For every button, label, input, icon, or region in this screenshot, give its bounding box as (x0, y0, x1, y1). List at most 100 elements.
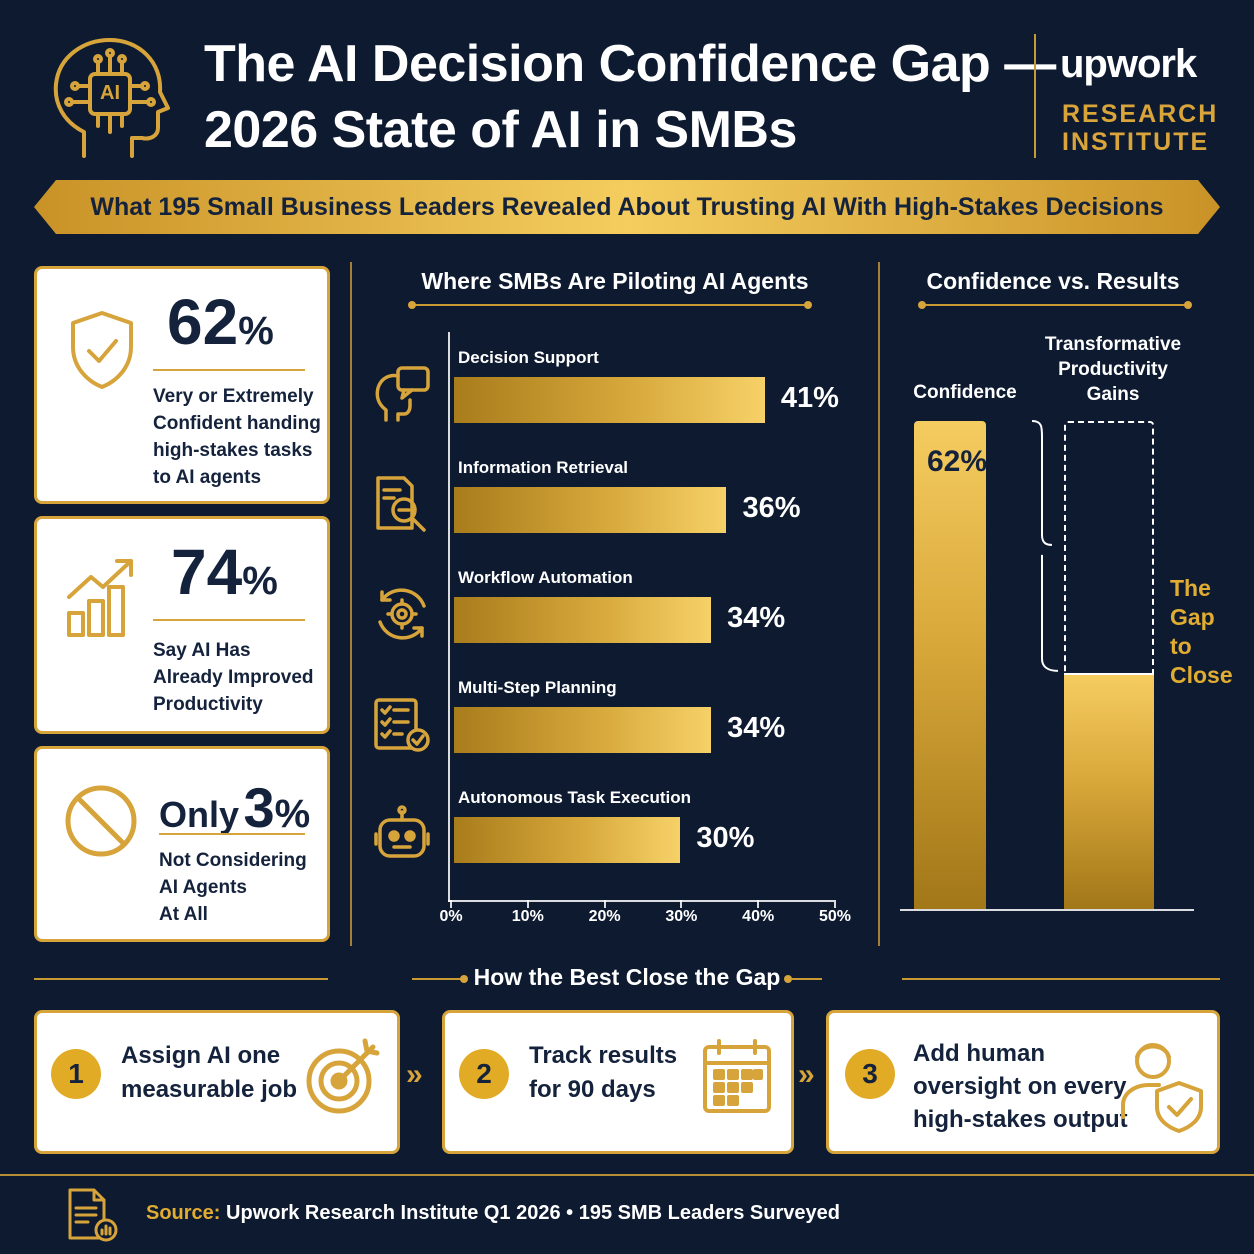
step-separator: » (798, 1058, 815, 1091)
stat-desc-line: Say AI Has (153, 640, 251, 661)
confidence-bar (914, 421, 986, 909)
stat-desc-line: Already Improved (153, 667, 314, 688)
stat-desc-line: high-stakes tasks (153, 440, 313, 461)
person-shield-icon (1119, 1033, 1209, 1138)
subtitle-ribbon: What 195 Small Business Leaders Revealed… (34, 180, 1220, 234)
title-underline (922, 304, 1188, 306)
brand-sub-institute: INSTITUTE (1062, 128, 1210, 156)
header-divider (1034, 34, 1036, 158)
head-chat-icon (372, 364, 432, 429)
step-separator: » (406, 1058, 423, 1091)
x-tick-label: 0% (439, 908, 463, 925)
target-icon (303, 1035, 385, 1122)
stat-rule (153, 369, 305, 371)
bar-chart-title: Where SMBs Are Piloting AI Agents (421, 268, 809, 294)
stat-description: Say AI Has Already Improved Productivity (153, 637, 314, 718)
bar-category-label: Workflow Automation (458, 568, 633, 587)
step-number: 2 (459, 1049, 509, 1099)
stat-card-productivity: 74% Say AI Has Already Improved Producti… (34, 516, 330, 734)
x-tick-mark (834, 900, 836, 908)
title-underline (412, 304, 808, 306)
bar-chart-section: Where SMBs Are Piloting AI Agents Decisi… (352, 262, 878, 952)
stat-number: 3 (243, 776, 275, 839)
stat-value: 62% (167, 289, 274, 364)
bar (454, 817, 681, 863)
bar-category-label: Autonomous Task Execution (458, 788, 691, 807)
step-card-3: 3 Add human oversight on every high-stak… (826, 1010, 1220, 1154)
stat-desc-line: to AI agents (153, 467, 262, 488)
stat-desc-line: Not Considering (159, 850, 307, 871)
page-title-line2: 2026 State of AI in SMBs (204, 101, 797, 159)
step-text-line: Assign AI one (121, 1042, 281, 1069)
steps-title-dot (460, 975, 468, 983)
steps-rule-right (902, 978, 1220, 980)
y-axis-line (448, 332, 450, 902)
category-label-line: Confidence (913, 382, 1017, 403)
stat-value: Only 3% (159, 775, 310, 841)
category-label-line: Transformative (1044, 334, 1182, 355)
x-tick-label: 10% (511, 908, 544, 925)
steps-title: How the Best Close the Gap (473, 964, 781, 990)
bar-plot-area: Decision Support 41% Information Retrieval… (352, 262, 878, 952)
stat-desc-line: Productivity (153, 694, 263, 715)
stat-unit: % (274, 792, 311, 836)
stat-number: 74 (171, 536, 243, 608)
footer-source: Source: Upwork Research Institute Q1 202… (146, 1202, 840, 1225)
step-card-2: 2 Track results for 90 days (442, 1010, 794, 1154)
bar (454, 377, 765, 423)
x-tick-label: 20% (588, 908, 621, 925)
step-card-1: 1 Assign AI one measurable job (34, 1010, 400, 1154)
x-tick-mark (603, 900, 606, 908)
step-text-line: for 90 days (529, 1076, 656, 1103)
stat-unit: % (238, 309, 274, 353)
stat-description: Not Considering AI Agents At All (159, 847, 307, 928)
robot-icon (372, 804, 432, 869)
gap-baseline (900, 909, 1194, 911)
stat-desc-line: Confident handing (153, 413, 321, 434)
steps-title-dash (792, 978, 822, 980)
gap-annotation-line: to (1170, 633, 1192, 659)
brand-sub-research: RESEARCH (1062, 100, 1219, 128)
bar (454, 487, 727, 533)
x-tick-mark (450, 900, 452, 908)
step-text-line: measurable job (121, 1076, 298, 1103)
stat-card-not-considering: Only 3% Not Considering AI Agents At All (34, 746, 330, 942)
stat-number: 62 (167, 286, 239, 358)
stat-card-confidence: 62% Very or Extremely Confident handing … (34, 266, 330, 504)
bar-value-label: 34% (727, 602, 786, 634)
gap-chart-title: Confidence vs. Results (926, 268, 1180, 294)
x-tick-label: 50% (818, 908, 852, 925)
bar-category-label: Multi-Step Planning (458, 678, 617, 697)
x-tick-mark (757, 900, 760, 908)
gap-annotation: The Gap to Close (1170, 574, 1233, 690)
productivity-gains-bar (1064, 672, 1154, 909)
step-text-line: high-stakes output (913, 1106, 1128, 1133)
category-label-confidence: Confidence (910, 382, 1020, 404)
category-label-gains: Transformative Productivity Gains (1038, 332, 1188, 407)
stat-desc-line: AI Agents (159, 877, 247, 898)
document-search-icon (372, 474, 432, 539)
x-axis-line (448, 900, 834, 902)
checklist-icon (372, 694, 432, 759)
bar (454, 597, 712, 643)
bar-value-label: 30% (696, 822, 755, 854)
header-logo-icon: AI (44, 34, 174, 162)
stat-rule (159, 833, 305, 835)
bar-value-label: 36% (742, 492, 801, 524)
steps-title-dot (784, 975, 792, 983)
bar-category-label: Decision Support (458, 348, 599, 367)
bar-value-label: 41% (780, 382, 839, 414)
source-label: Source: (146, 1202, 221, 1224)
gap-plot-area: 62% (880, 262, 1254, 952)
bar-category-label: Information Retrieval (458, 458, 629, 477)
x-tick-label: 30% (665, 908, 698, 925)
category-label-line: Gains (1086, 384, 1140, 405)
source-text: Upwork Research Institute Q1 2026 • 195 … (226, 1202, 840, 1224)
brand-name: upwork (1060, 42, 1197, 86)
category-label-line: Productivity (1058, 359, 1168, 380)
title-underline-dot (408, 301, 416, 309)
step-text: Track results for 90 days (529, 1039, 677, 1107)
page-title-line1: The AI Decision Confidence Gap — (204, 35, 1056, 93)
stat-description: Very or Extremely Confident handing high… (153, 383, 321, 491)
steps-title-row: How the Best Close the Gap (404, 964, 850, 994)
